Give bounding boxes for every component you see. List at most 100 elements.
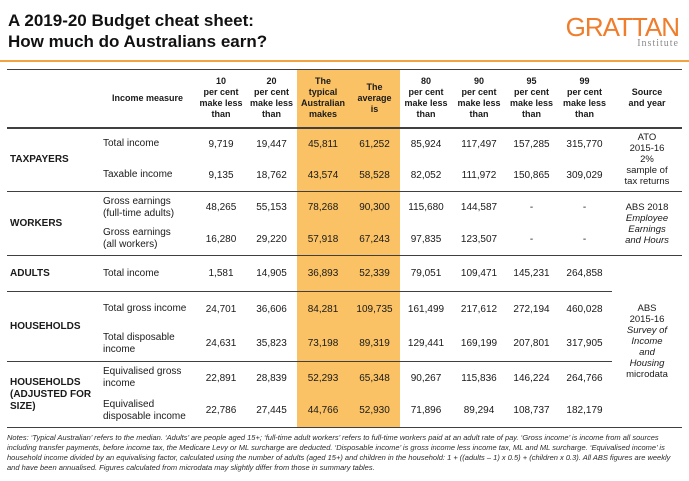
row-group-label-households-adjusted: HOUSEHOLDS (ADJUSTED FOR SIZE)	[7, 361, 99, 428]
income-measure-label: Total gross income	[99, 291, 196, 327]
value-cell: 182,179	[566, 405, 603, 417]
value-cell-average: 90,300	[349, 191, 400, 224]
logo-wordmark: GRATTAN	[565, 12, 680, 42]
table-row: Total disposable income 24,631 35,823 73…	[7, 326, 682, 362]
table-notes: Notes: ‘Typical Australian’ refers to th…	[7, 433, 671, 472]
value-cell: 55,153	[246, 191, 297, 224]
table-row: HOUSEHOLDS (ADJUSTED FOR SIZE) Equivalis…	[7, 361, 682, 428]
source-text: ABS 2018	[625, 201, 669, 213]
value-cell: 129,441	[407, 338, 445, 350]
income-measure-label: Gross earnings (all workers)	[103, 227, 171, 251]
income-measure-label: Gross earnings (full-time adults)	[99, 191, 196, 224]
value-cell: 97,835	[410, 233, 442, 245]
value-cell: 169,199	[460, 338, 498, 350]
source-cell-abs-2015-16: ABS 2015-16 Survey of Income and Housing…	[612, 255, 682, 428]
value-cell: 123,507	[460, 233, 498, 245]
source-text: microdata	[626, 369, 668, 380]
value-cell: 1,581	[196, 255, 246, 292]
income-measure-label: Total disposable income	[103, 331, 175, 355]
col-header-p99: 99 per cent make less than	[557, 69, 612, 129]
col-header-p80: 80 per cent make less than	[400, 69, 452, 129]
earnings-table: Income measure 10 per cent make less tha…	[7, 69, 682, 428]
value-cell: 117,497	[461, 138, 497, 150]
value-cell-average: 109,735	[349, 291, 400, 327]
value-cell: 28,839	[246, 361, 297, 395]
value-cell: 35,823	[256, 338, 287, 350]
value-cell: 22,891	[196, 361, 246, 395]
value-cell-median: 44,766	[297, 394, 349, 428]
col-header-p10: 10 per cent make less than	[196, 69, 246, 129]
value-cell-median: 78,268	[297, 191, 349, 224]
figure-header: A 2019-20 Budget cheat sheet: How much d…	[0, 8, 689, 56]
value-cell-median: 36,893	[297, 255, 349, 292]
col-header-median: The typical Australian makes	[297, 69, 349, 129]
table-row: Taxable income 9,135 18,762 43,574 58,52…	[7, 159, 682, 192]
logo-subtitle: Institute	[637, 38, 679, 49]
value-cell-median: 73,198	[297, 326, 349, 362]
table-row: TAXPAYERS Total income 9,719 19,447 45,8…	[7, 127, 682, 187]
value-cell-median: 45,811	[297, 127, 349, 160]
value-cell: 115,680	[400, 191, 452, 224]
value-cell: 90,267	[400, 361, 452, 395]
value-cell: 9,135	[208, 169, 234, 181]
source-text-italic: Employee Earnings and Hours	[625, 212, 669, 246]
value-cell: 16,280	[205, 233, 237, 245]
income-measure-label: Equivalised gross income	[99, 361, 196, 395]
row-group-label-households: HOUSEHOLDS	[7, 291, 99, 362]
value-cell: 460,028	[557, 291, 612, 327]
value-cell: 24,701	[196, 291, 246, 327]
source-cell-ato: ATO 2015-16 2% sample of tax returns	[612, 128, 682, 192]
table-header-row: Income measure 10 per cent make less tha…	[7, 69, 682, 129]
table-row: WORKERS Gross earnings (full-time adults…	[7, 191, 682, 256]
value-cell: 317,905	[566, 338, 603, 350]
value-cell-median: 57,918	[297, 223, 349, 256]
col-header-income-measure: Income measure	[99, 69, 196, 129]
income-measure-label: Total income	[99, 255, 196, 292]
value-cell: 85,924	[410, 138, 442, 150]
value-cell: 36,606	[246, 291, 297, 327]
value-cell: 108,737	[513, 405, 550, 417]
value-cell: 115,836	[452, 361, 506, 395]
value-cell-average: 52,930	[349, 394, 400, 428]
source-text: ATO 2015-16 2% sample of tax returns	[624, 132, 670, 188]
value-cell: 315,770	[566, 138, 603, 150]
row-group-label-workers: WORKERS	[7, 191, 99, 256]
value-cell: 79,051	[400, 255, 452, 292]
value-cell: 150,865	[513, 169, 550, 181]
col-header-p20: 20 per cent make less than	[246, 69, 297, 129]
value-cell: 264,766	[557, 361, 612, 395]
value-cell: 48,265	[196, 191, 246, 224]
col-header-p90: 90 per cent make less than	[452, 69, 506, 129]
orange-divider-rule	[0, 60, 689, 62]
col-header-p95: 95 per cent make less than	[506, 69, 557, 129]
title-line-1: A 2019-20 Budget cheat sheet:	[8, 11, 254, 30]
value-cell: 157,285	[513, 138, 550, 150]
table-row: ADULTS Total income 1,581 14,905 36,893 …	[7, 255, 682, 428]
value-cell: 309,029	[566, 169, 603, 181]
value-cell: 9,719	[208, 138, 234, 150]
row-group-label-adults: ADULTS	[7, 255, 99, 292]
value-cell: 161,499	[400, 291, 452, 327]
value-cell-average: 89,319	[349, 326, 400, 362]
value-cell: 144,587	[452, 191, 506, 224]
value-cell: 14,905	[246, 255, 297, 292]
value-cell: -	[529, 233, 534, 245]
value-cell: 207,801	[513, 338, 550, 350]
col-header-category	[7, 69, 99, 129]
income-measure-label: Total income	[103, 138, 160, 149]
grattan-logo: GRATTAN Institute	[566, 10, 681, 49]
value-cell: 18,762	[256, 169, 287, 181]
income-measure-label: Equivalised disposable income	[103, 398, 186, 422]
value-cell-average: 67,243	[349, 223, 400, 256]
col-header-source: Source and year	[612, 69, 682, 129]
value-cell-average: 52,339	[349, 255, 400, 292]
table-row: HOUSEHOLDS Total gross income 24,701 36,…	[7, 291, 682, 362]
value-cell: 82,052	[410, 169, 442, 181]
value-cell: -	[582, 233, 587, 245]
value-cell-median: 84,281	[297, 291, 349, 327]
value-cell: 29,220	[256, 233, 287, 245]
value-cell: 71,896	[410, 405, 442, 417]
source-cell-abs-2018: ABS 2018 Employee Earnings and Hours	[612, 191, 682, 256]
value-cell: 22,786	[205, 405, 237, 417]
